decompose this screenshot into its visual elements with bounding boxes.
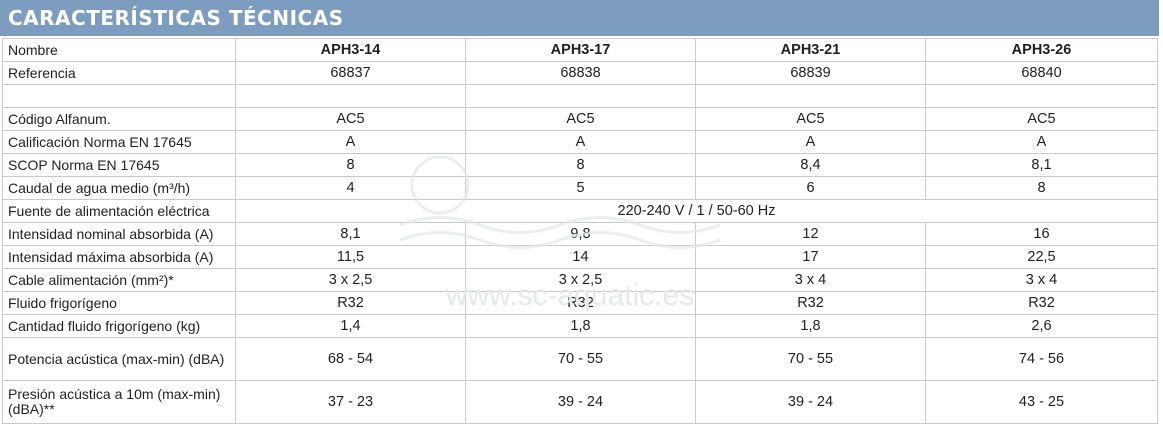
table-row: Calificación Norma EN 17645 A A A A [2, 130, 1158, 154]
table-cell: AC5 [235, 107, 466, 131]
table-cell: 17 [695, 245, 926, 269]
table-cell: 1,4 [235, 314, 466, 338]
table-row: Referencia 68837 68838 68839 68840 [2, 61, 1158, 85]
table-row: Nombre APH3-14 APH3-17 APH3-21 APH3-26 [2, 38, 1158, 62]
table-cell: 8 [465, 153, 696, 177]
table-row: Fuente de alimentación eléctrica 220-240… [2, 199, 1158, 223]
table-cell: 16 [925, 222, 1158, 246]
table-cell: 68 - 54 [235, 337, 466, 381]
table-cell: A [235, 130, 466, 154]
table-cell: 3 x 2,5 [235, 268, 466, 292]
table-cell: 39 - 24 [695, 380, 926, 424]
row-label: Intensidad nominal absorbida (A) [2, 222, 236, 246]
table-cell: 8 [235, 153, 466, 177]
table-cell: 74 - 56 [925, 337, 1158, 381]
table-cell [465, 84, 696, 108]
table-cell: 6 [695, 176, 926, 200]
row-label: SCOP Norma EN 17645 [2, 153, 236, 177]
table-cell: 14 [465, 245, 696, 269]
table-cell: 4 [235, 176, 466, 200]
model-name-cell: APH3-17 [465, 38, 696, 62]
table-cell: 12 [695, 222, 926, 246]
table-cell: 3 x 4 [925, 268, 1158, 292]
model-name-cell: APH3-21 [695, 38, 926, 62]
row-label: Potencia acústica (max-min) (dBA) [2, 337, 236, 381]
table-row: Fluido frigorígeno R32 R32 R32 R32 [2, 291, 1158, 315]
section-title-banner: CARACTERÍSTICAS TÉCNICAS [0, 0, 1159, 36]
table-cell [695, 84, 926, 108]
row-label: Fluido frigorígeno [2, 291, 236, 315]
row-label: Código Alfanum. [2, 107, 236, 131]
row-label: Cable alimentación (mm²)* [2, 268, 236, 292]
row-label: Cantidad fluido frigorígeno (kg) [2, 314, 236, 338]
table-cell: 3 x 2,5 [465, 268, 696, 292]
table-cell [235, 84, 466, 108]
row-label: Calificación Norma EN 17645 [2, 130, 236, 154]
table-cell: 70 - 55 [695, 337, 926, 381]
table-cell: R32 [925, 291, 1158, 315]
table-cell: R32 [465, 291, 696, 315]
table-cell: 3 x 4 [695, 268, 926, 292]
table-row: Caudal de agua medio (m³/h) 4 5 6 8 [2, 176, 1158, 200]
table-cell: 9,8 [465, 222, 696, 246]
table-cell: A [465, 130, 696, 154]
table-cell: 39 - 24 [465, 380, 696, 424]
row-label: Referencia [2, 61, 236, 85]
table-cell: 8 [925, 176, 1158, 200]
model-name-cell: APH3-26 [925, 38, 1158, 62]
power-supply-cell: 220-240 V / 1 / 50-60 Hz [235, 199, 1158, 223]
table-row: Cantidad fluido frigorígeno (kg) 1,4 1,8… [2, 314, 1158, 338]
table-cell: 70 - 55 [465, 337, 696, 381]
table-row: Intensidad máxima absorbida (A) 11,5 14 … [2, 245, 1158, 269]
table-cell: 8,1 [235, 222, 466, 246]
table-cell: A [925, 130, 1158, 154]
table-cell: 22,5 [925, 245, 1158, 269]
table-cell: 43 - 25 [925, 380, 1158, 424]
model-name-cell: APH3-14 [235, 38, 466, 62]
table-cell: 2,6 [925, 314, 1158, 338]
table-cell: 8,1 [925, 153, 1158, 177]
table-row: Potencia acústica (max-min) (dBA) 68 - 5… [2, 337, 1158, 381]
table-row: Código Alfanum. AC5 AC5 AC5 AC5 [2, 107, 1158, 131]
table-cell [925, 84, 1158, 108]
table-cell: AC5 [925, 107, 1158, 131]
table-row: Cable alimentación (mm²)* 3 x 2,5 3 x 2,… [2, 268, 1158, 292]
table-cell: A [695, 130, 926, 154]
table-cell: AC5 [465, 107, 696, 131]
row-label: Fuente de alimentación eléctrica [2, 199, 236, 223]
table-row: Presión acústica a 10m (max-min) (dBA)**… [2, 380, 1158, 424]
table-row: Intensidad nominal absorbida (A) 8,1 9,8… [2, 222, 1158, 246]
table-cell: 68837 [235, 61, 466, 85]
table-cell: 5 [465, 176, 696, 200]
table-cell: R32 [695, 291, 926, 315]
table-cell: 68840 [925, 61, 1158, 85]
table-cell: AC5 [695, 107, 926, 131]
table-cell: 1,8 [695, 314, 926, 338]
table-row-empty [2, 84, 1158, 108]
row-label: Nombre [2, 38, 236, 62]
specs-table: Nombre APH3-14 APH3-17 APH3-21 APH3-26 R… [2, 38, 1158, 424]
row-label: Presión acústica a 10m (max-min) (dBA)** [2, 380, 236, 424]
table-cell: 37 - 23 [235, 380, 466, 424]
table-cell: 68838 [465, 61, 696, 85]
table-cell: 8,4 [695, 153, 926, 177]
table-cell: 11,5 [235, 245, 466, 269]
section-title: CARACTERÍSTICAS TÉCNICAS [8, 6, 344, 30]
row-label [2, 84, 236, 108]
table-row: SCOP Norma EN 17645 8 8 8,4 8,1 [2, 153, 1158, 177]
table-cell: R32 [235, 291, 466, 315]
row-label: Caudal de agua medio (m³/h) [2, 176, 236, 200]
table-cell: 1,8 [465, 314, 696, 338]
table-cell: 68839 [695, 61, 926, 85]
row-label: Intensidad máxima absorbida (A) [2, 245, 236, 269]
